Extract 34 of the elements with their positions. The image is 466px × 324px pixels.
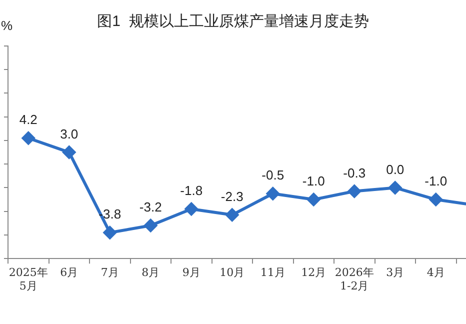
data-label: -1.0 [424, 174, 448, 189]
point [388, 181, 402, 194]
x-tick-label: 11月 [260, 266, 286, 280]
x-tick-label: 2026年 1-2月 [334, 266, 374, 292]
x-tick-label: 2025年 5月 [8, 266, 48, 292]
point [103, 226, 116, 240]
x-tick-label: 10月 [220, 266, 245, 280]
data-label: 4.2 [19, 112, 38, 128]
y-axis-title: % [1, 18, 13, 33]
point [144, 219, 158, 232]
data-label: 3.0 [60, 126, 78, 142]
point [429, 193, 442, 206]
data-label: 0.0 [386, 162, 404, 177]
data-label: -0.5 [262, 168, 284, 183]
point [348, 184, 361, 198]
x-tick-label: 4月 [426, 266, 445, 280]
data-label: -3.2 [139, 200, 162, 215]
point [22, 132, 35, 145]
x-tick-label: 9月 [182, 266, 200, 280]
point [266, 187, 280, 200]
data-label: -2.3 [220, 188, 244, 204]
x-tick-label: 7月 [100, 266, 119, 280]
data-label: -1.8 [180, 183, 203, 198]
x-tick-label: 8月 [142, 266, 160, 280]
data-label: -1.0 [302, 174, 325, 189]
x-tick-label: 12月 [301, 266, 326, 280]
point [226, 208, 239, 222]
chart-title: 图1 规模以上工业原煤产量增速月度走势 [97, 13, 369, 30]
data-label: -0.3 [343, 165, 366, 180]
x-tick-label: 6月 [60, 266, 78, 280]
x-tick-label: 3月 [386, 266, 404, 280]
point [307, 193, 320, 206]
point [62, 146, 76, 159]
point [184, 202, 198, 216]
